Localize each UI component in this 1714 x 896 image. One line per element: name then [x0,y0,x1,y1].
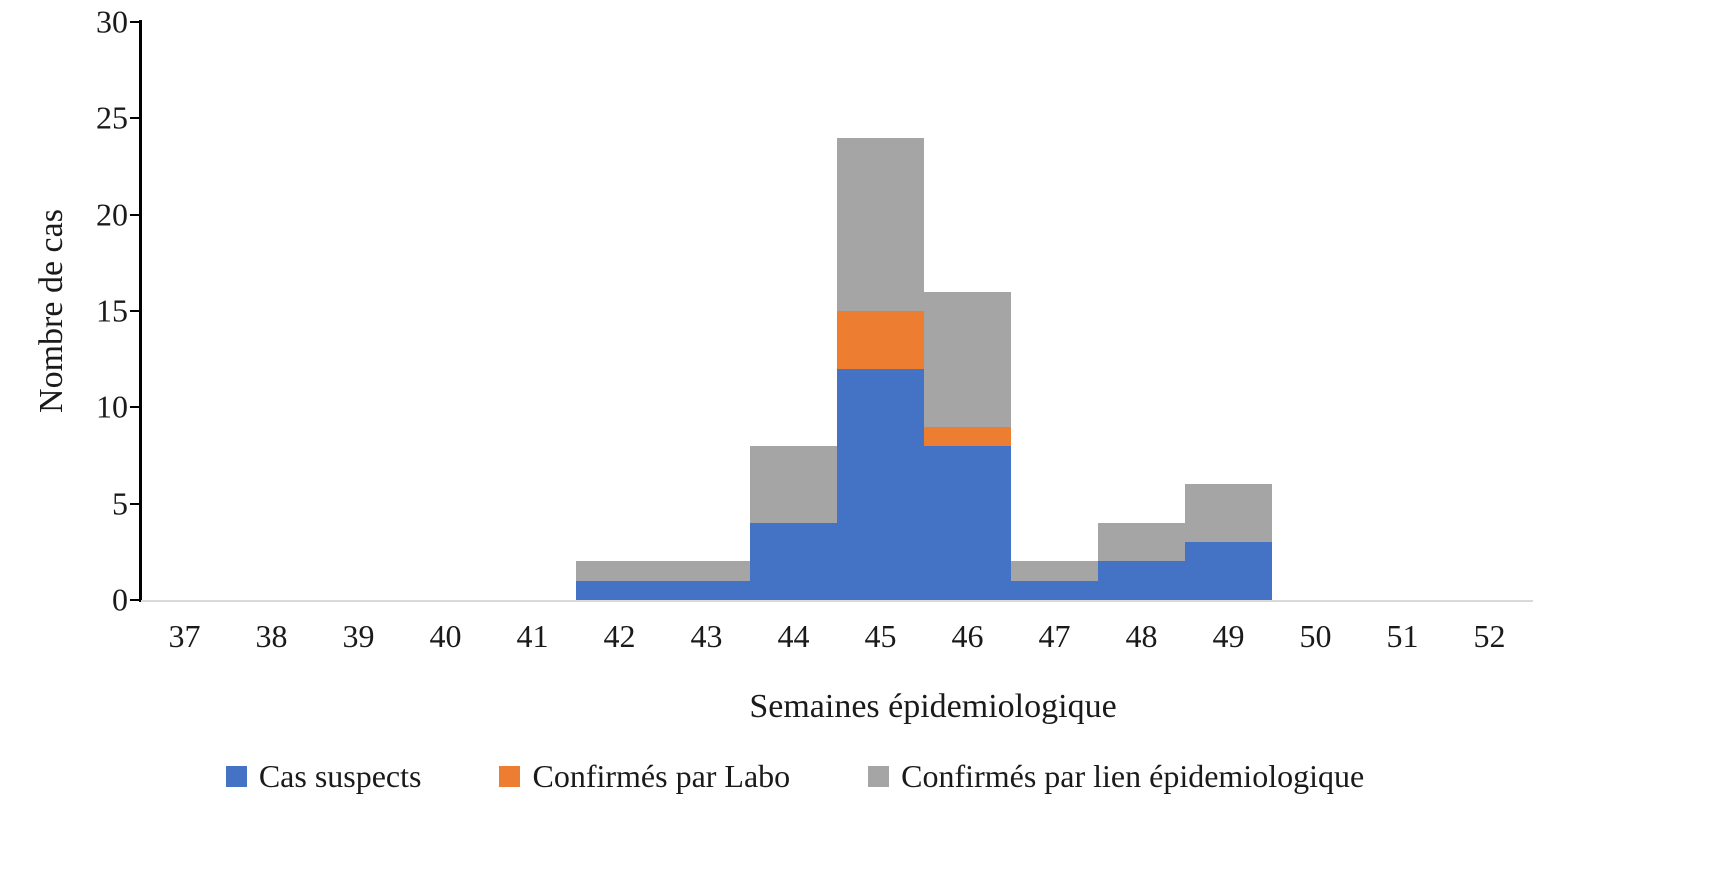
x-tick-label: 49 [1212,618,1245,654]
y-tick-label: 20 [96,196,128,233]
legend-marker [868,766,890,787]
bar-slot [1185,22,1272,600]
x-tick-label: 44 [777,618,810,654]
bar-segment [924,426,1011,446]
x-tick-label: 48 [1125,618,1158,654]
legend: Cas suspects Confirmés par Labo Confirmés … [0,758,1652,795]
plot-area [141,22,1533,600]
bar-slot [1446,22,1533,600]
bar-segment [1185,542,1272,600]
bar-segment [576,561,663,581]
bar-segment [1011,561,1098,581]
y-tick-mark [130,406,139,409]
bar-segment [1098,522,1185,562]
bar-slot [141,22,228,600]
bar-slot [489,22,576,600]
bar-slot [315,22,402,600]
bar-segment [663,580,750,600]
x-tick-label: 46 [951,618,984,654]
y-axis-line [139,20,142,602]
x-tick-label: 37 [168,618,201,654]
x-tick-label: 47 [1038,618,1071,654]
bar-slot [1011,22,1098,600]
x-tick-label: 52 [1473,618,1506,654]
legend-label: Confirmés par Labo [532,758,791,794]
y-tick-mark [130,213,139,216]
x-tick-label: 50 [1299,618,1332,654]
legend-item: Confirmés par Labo [499,758,790,795]
y-tick-label: 30 [96,3,128,40]
legend-label: Confirmés par lien épidemiologique [901,758,1365,794]
y-tick-mark [130,310,139,312]
bar-slot [576,22,663,600]
y-tick-mark [130,21,139,23]
bar-segment [1185,484,1272,543]
legend-item: Confirmés par lien épidemiologique [868,758,1364,795]
bar-slot [402,22,489,600]
bar-segment [837,137,924,312]
bar-slot [663,22,750,600]
bar-slot [1359,22,1446,600]
y-tick-label: 15 [96,292,128,329]
x-tick-label: 38 [255,618,288,654]
bar-segment [663,561,750,581]
y-tick-mark [130,599,139,601]
bar-segment [750,522,837,600]
bar-segment [750,445,837,523]
legend-marker [225,766,247,787]
y-tick-label: 5 [112,485,128,522]
y-tick-label: 0 [112,581,128,618]
y-tick-mark [130,117,139,120]
bar-segment [837,368,924,600]
x-tick-label: 45 [864,618,897,654]
x-axis-title: Semaines épidemiologique [749,688,1117,725]
y-axis-title: Nombre de cas [33,209,70,413]
bar-segment [924,445,1011,600]
x-tick-label: 43 [690,618,723,654]
x-tick-label: 51 [1386,618,1419,654]
bar-segment [576,580,663,600]
x-tick-label: 39 [342,618,375,654]
legend-label: Cas suspects [258,758,422,794]
bar-segment [924,291,1011,427]
y-tick-mark [130,502,139,505]
bar-segment [1098,561,1185,600]
bar-slot [750,22,837,600]
legend-item: Cas suspects [225,758,422,795]
bar-segment [1011,580,1098,600]
bar-slot [1272,22,1359,600]
bar-slot [1098,22,1185,600]
x-tick-label: 41 [516,618,549,654]
bar-slot [924,22,1011,600]
x-axis-line [141,600,1533,602]
x-tick-label: 40 [429,618,462,654]
bar-slot [228,22,315,600]
x-tick-label: 42 [603,618,636,654]
bar-slot [837,22,924,600]
y-tick-label: 25 [96,99,128,136]
y-tick-label: 10 [96,388,128,425]
legend-marker [499,766,521,787]
bar-segment [837,311,924,369]
